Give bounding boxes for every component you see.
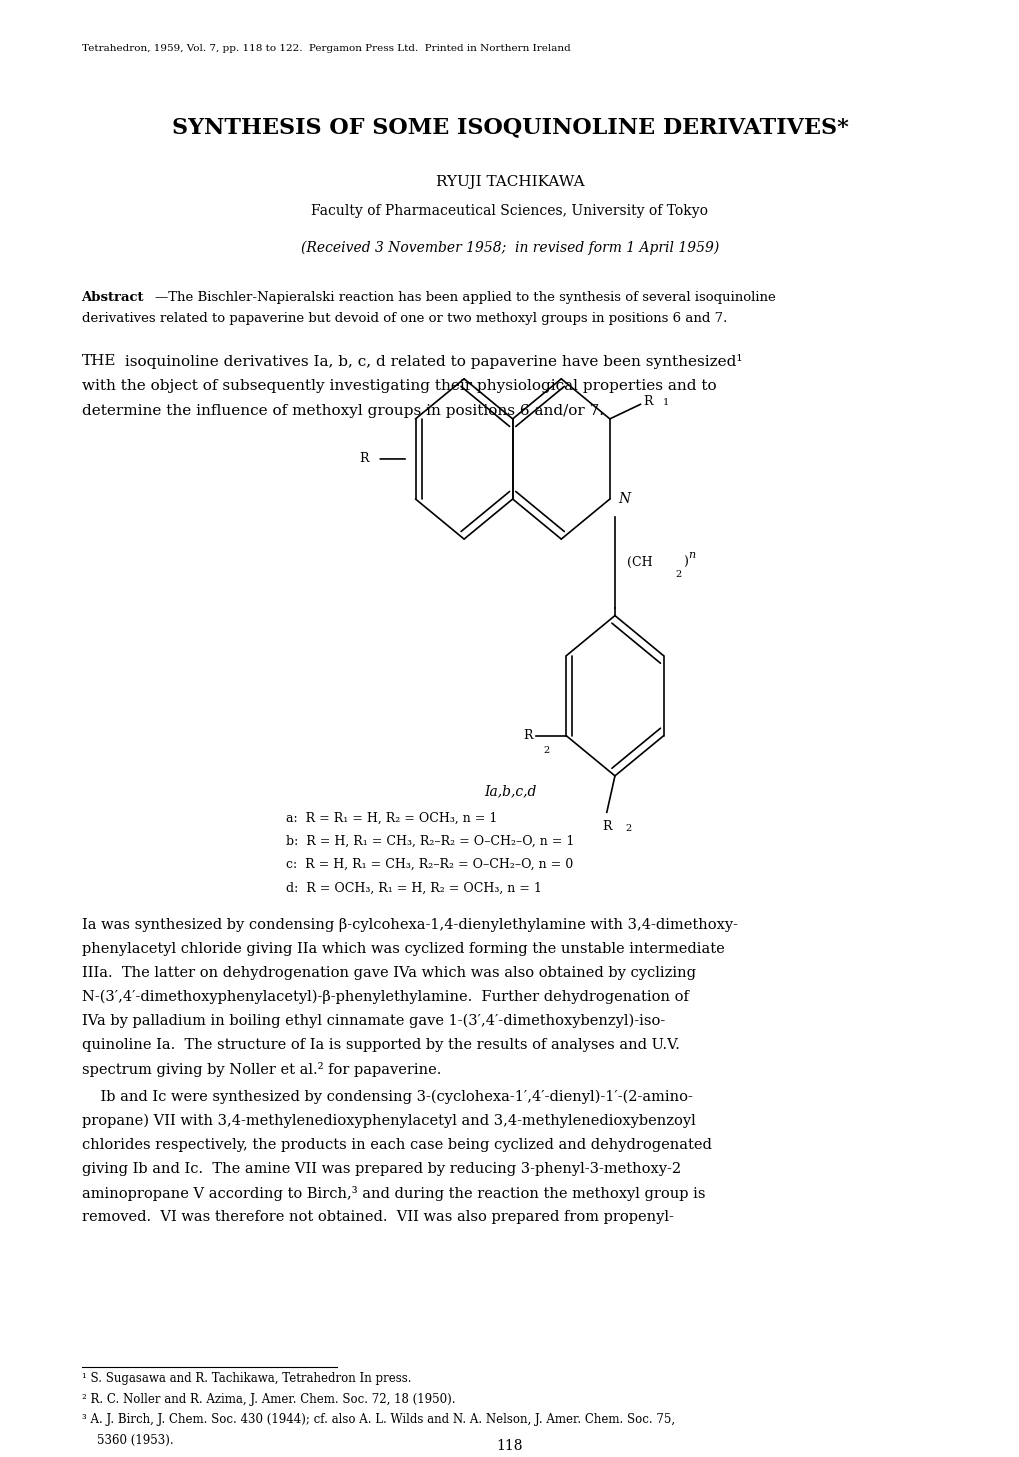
Text: —The Bischler-Napieralski reaction has been applied to the synthesis of several : —The Bischler-Napieralski reaction has b… — [155, 291, 775, 305]
Text: RYUJI TACHIKAWA: RYUJI TACHIKAWA — [435, 175, 584, 189]
Text: c:  R = H, R₁ = CH₃, R₂–R₂ = O–CH₂–O, n = 0: c: R = H, R₁ = CH₃, R₂–R₂ = O–CH₂–O, n =… — [285, 858, 573, 871]
Text: SYNTHESIS OF SOME ISOQUINOLINE DERIVATIVES*: SYNTHESIS OF SOME ISOQUINOLINE DERIVATIV… — [171, 117, 848, 138]
Text: n: n — [688, 551, 695, 559]
Text: Ia was synthesized by condensing β-cylcohexa-1,4-dienylethylamine with 3,4-dimet: Ia was synthesized by condensing β-cylco… — [82, 918, 737, 932]
Text: 5360 (1953).: 5360 (1953). — [82, 1434, 173, 1447]
Text: R: R — [601, 819, 611, 832]
Text: isoquinoline derivatives Ia, b, c, d related to papaverine have been synthesized: isoquinoline derivatives Ia, b, c, d rel… — [120, 354, 742, 369]
Text: Abstract: Abstract — [82, 291, 144, 305]
Text: Ia,b,c,d: Ia,b,c,d — [483, 784, 536, 798]
Text: R: R — [523, 730, 532, 742]
Text: giving Ib and Ic.  The amine VII was prepared by reducing 3-phenyl-3-methoxy-2: giving Ib and Ic. The amine VII was prep… — [82, 1163, 680, 1176]
Text: determine the influence of methoxyl groups in positions 6 and/or 7.: determine the influence of methoxyl grou… — [82, 404, 603, 418]
Text: 118: 118 — [496, 1438, 523, 1453]
Text: N: N — [618, 492, 630, 506]
Text: quinoline Ia.  The structure of Ia is supported by the results of analyses and U: quinoline Ia. The structure of Ia is sup… — [82, 1037, 679, 1052]
Text: with the object of subsequently investigating their physiological properties and: with the object of subsequently investig… — [82, 379, 715, 393]
Text: aminopropane V according to Birch,³ and during the reaction the methoxyl group i: aminopropane V according to Birch,³ and … — [82, 1186, 704, 1201]
Text: d:  R = OCH₃, R₁ = H, R₂ = OCH₃, n = 1: d: R = OCH₃, R₁ = H, R₂ = OCH₃, n = 1 — [285, 881, 541, 895]
Text: b:  R = H, R₁ = CH₃, R₂–R₂ = O–CH₂–O, n = 1: b: R = H, R₁ = CH₃, R₂–R₂ = O–CH₂–O, n =… — [285, 835, 574, 848]
Text: propane) VII with 3,4-methylenedioxyphenylacetyl and 3,4-methylenedioxybenzoyl: propane) VII with 3,4-methylenedioxyphen… — [82, 1113, 695, 1128]
Text: a:  R = R₁ = H, R₂ = OCH₃, n = 1: a: R = R₁ = H, R₂ = OCH₃, n = 1 — [285, 812, 496, 825]
Text: phenylacetyl chloride giving IIa which was cyclized forming the unstable interme: phenylacetyl chloride giving IIa which w… — [82, 943, 723, 956]
Text: chlorides respectively, the products in each case being cyclized and dehydrogena: chlorides respectively, the products in … — [82, 1138, 711, 1152]
Text: (Received 3 November 1958;  in revised form 1 April 1959): (Received 3 November 1958; in revised fo… — [301, 240, 718, 255]
Text: 2: 2 — [625, 823, 631, 833]
Text: ² R. C. Noller and R. Azima, J. Amer. Chem. Soc. 72, 18 (1950).: ² R. C. Noller and R. Azima, J. Amer. Ch… — [82, 1393, 454, 1406]
Text: THE: THE — [82, 354, 116, 369]
Text: 2: 2 — [675, 570, 681, 578]
Text: N-(3′,4′-dimethoxyphenylacetyl)-β-phenylethylamine.  Further dehydrogenation of: N-(3′,4′-dimethoxyphenylacetyl)-β-phenyl… — [82, 991, 688, 1004]
Text: spectrum giving by Noller et al.² for papaverine.: spectrum giving by Noller et al.² for pa… — [82, 1062, 440, 1077]
Text: IIIa.  The latter on dehydrogenation gave IVa which was also obtained by cyclizi: IIIa. The latter on dehydrogenation gave… — [82, 966, 695, 981]
Text: 2: 2 — [542, 746, 548, 755]
Text: IVa by palladium in boiling ethyl cinnamate gave 1-(3′,4′-dimethoxybenzyl)-iso-: IVa by palladium in boiling ethyl cinnam… — [82, 1014, 664, 1029]
Text: R: R — [360, 453, 369, 465]
Text: ): ) — [683, 557, 688, 568]
Text: derivatives related to papaverine but devoid of one or two methoxyl groups in po: derivatives related to papaverine but de… — [82, 312, 727, 325]
Text: Faculty of Pharmaceutical Sciences, University of Tokyo: Faculty of Pharmaceutical Sciences, Univ… — [311, 204, 708, 219]
Text: R: R — [643, 395, 652, 408]
Text: (CH: (CH — [627, 557, 652, 568]
Text: ¹ S. Sugasawa and R. Tachikawa, Tetrahedron In press.: ¹ S. Sugasawa and R. Tachikawa, Tetrahed… — [82, 1372, 411, 1386]
Text: 1: 1 — [662, 398, 668, 407]
Text: Tetrahedron, 1959, Vol. 7, pp. 118 to 122.  Pergamon Press Ltd.  Printed in Nort: Tetrahedron, 1959, Vol. 7, pp. 118 to 12… — [82, 44, 570, 52]
Text: ³ A. J. Birch, J. Chem. Soc. 430 (1944); cf. also A. L. Wilds and N. A. Nelson, : ³ A. J. Birch, J. Chem. Soc. 430 (1944);… — [82, 1413, 674, 1426]
Text: removed.  VI was therefore not obtained.  VII was also prepared from propenyl-: removed. VI was therefore not obtained. … — [82, 1209, 673, 1224]
Text: Ib and Ic were synthesized by condensing 3-(cyclohexa-1′,4′-dienyl)-1′-(2-amino-: Ib and Ic were synthesized by condensing… — [82, 1090, 692, 1104]
